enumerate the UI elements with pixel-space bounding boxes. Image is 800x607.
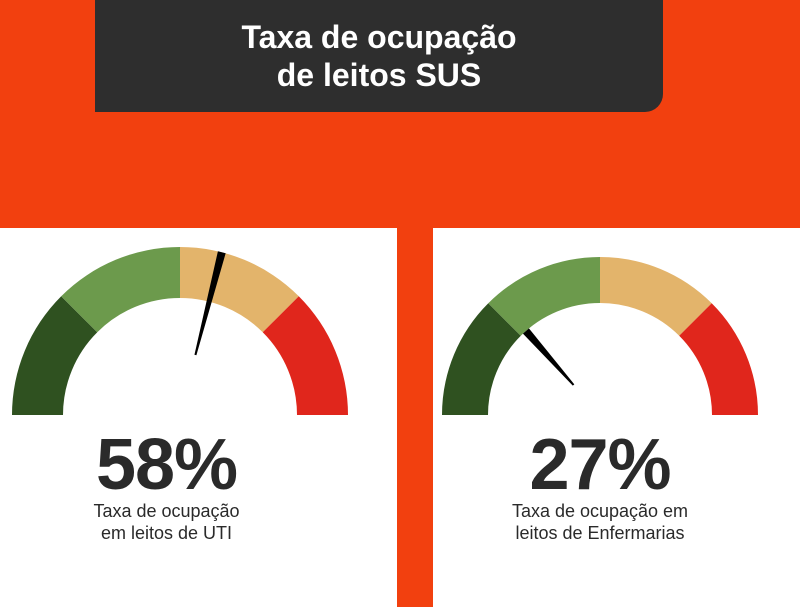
gauge-zone-orange: [180, 247, 299, 333]
page-title-line2: de leitos SUS: [276, 57, 482, 93]
page-title-line1: Taxa de ocupação: [241, 19, 517, 55]
uti-percentage: 58%: [95, 425, 238, 505]
gauge-enfermarias: [442, 257, 758, 415]
gauge-zone-light-green: [488, 257, 600, 336]
gauge-zone-dark-green: [442, 303, 521, 415]
gauge-zone-orange: [600, 257, 712, 336]
enfermarias-caption-line1: Taxa de ocupação em: [511, 501, 689, 521]
gauge-uti: [12, 247, 348, 415]
gauge-panel-enfermarias: 27% Taxa de ocupação em leitos de Enferm…: [433, 228, 800, 607]
uti-caption-line1: Taxa de ocupação: [93, 501, 240, 521]
gauge-zone-light-green: [61, 247, 180, 333]
enfermarias-caption: Taxa de ocupação em leitos de Enfermaria…: [433, 500, 767, 544]
gauge-needle: [194, 251, 226, 356]
gauge-zone-red: [679, 303, 758, 415]
gauge-panel-uti: 58% Taxa de ocupação em leitos de UTI: [0, 228, 397, 607]
uti-caption-line2: em leitos de UTI: [100, 523, 233, 543]
gauge-zone-red: [262, 296, 348, 415]
uti-caption: Taxa de ocupação em leitos de UTI: [0, 500, 333, 544]
title-box: Taxa de ocupação de leitos SUS: [95, 0, 663, 112]
gauge-needle: [522, 328, 575, 386]
gauge-zone-dark-green: [12, 296, 98, 415]
enfermarias-percentage: 27%: [529, 425, 671, 505]
enfermarias-caption-line2: leitos de Enfermarias: [515, 523, 685, 543]
